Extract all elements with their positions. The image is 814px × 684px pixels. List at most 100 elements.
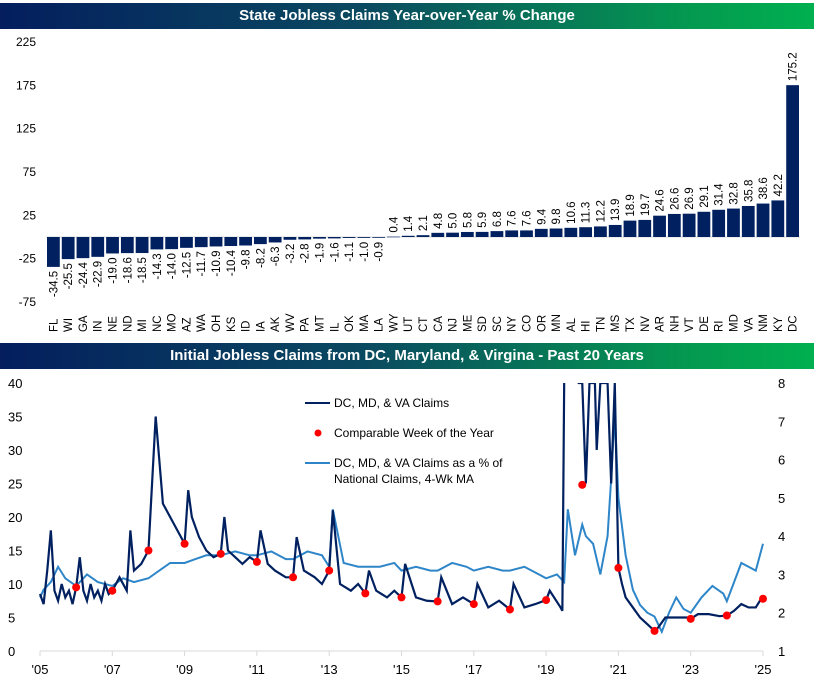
y-tick-label: 125 [16,122,36,136]
bar-chart: 225 175 125 75 25 -25 -75 -34.5 FL -25.5 WI -24.4 GA… [16,35,800,333]
data-label: -18.5 [137,257,149,283]
data-label: -1.6 [329,242,341,262]
data-label: 38.6 [758,177,770,199]
x-tick-label: MS [610,314,622,332]
top-chart-title: State Jobless Claims Year-over-Year % Ch… [0,3,814,29]
x-tick-label: AK [270,316,282,332]
data-label: 31.4 [714,183,726,206]
line-chart: 0 5 10 15 20 25 30 35 40 1 2 3 4 5 6 7 8 '05 '07 '09 '11 '13 '… [8,376,785,677]
x-tick-label: SD [477,316,489,332]
data-label: -3.2 [285,244,297,264]
x-tick-label: '05 [32,662,49,677]
x-tick-label: DC [788,315,800,332]
bar-TX [623,220,637,237]
x-tick-label: WY [388,313,400,332]
data-label: -22.9 [93,261,105,287]
data-label: -6.3 [270,246,282,266]
data-label: 5.0 [448,213,460,229]
x-tick-label: NV [640,316,652,332]
data-label: 2.1 [418,215,430,231]
comparable-week-dot [72,583,81,592]
comparable-week-dot [614,563,623,572]
data-label: -0.9 [374,242,386,262]
bar-OH [209,237,223,247]
data-label: 19.7 [640,194,652,216]
x-tick-label: RI [714,321,726,333]
data-label: 10.6 [566,201,578,223]
right-y-tick-label: 1 [778,644,785,659]
bar-NC [150,237,164,250]
data-label: -14.0 [167,253,179,279]
data-label: -24.4 [78,262,90,289]
bar-ND [120,237,134,254]
bar-HI [579,227,593,237]
data-label: 29.1 [699,185,711,207]
comparable-week-dot [542,596,551,605]
bar-MD [727,208,740,237]
bar-NH [667,213,681,237]
x-tick-label: ND [122,315,134,332]
data-label: 9.4 [536,208,548,225]
comparable-week-dot [180,539,189,548]
data-label: 18.9 [625,194,637,216]
x-tick-label: AR [655,316,667,332]
x-tick-label: MN [551,314,563,332]
bar-SD [475,231,489,237]
bar-IA [253,237,267,245]
left-y-tick-label: 40 [8,376,22,391]
data-label: -14.3 [152,253,164,279]
legend-dot-label: Comparable Week of the Year [334,426,494,440]
data-label: 26.6 [669,188,681,210]
comparable-week-dot [216,549,225,558]
x-tick-label: '09 [176,662,193,677]
bar-GA [76,237,90,259]
bar-KY [771,200,785,237]
data-label: 5.8 [462,212,474,228]
comparable-week-dot [686,614,695,623]
bar-IL [327,237,341,239]
data-label: -1.0 [359,242,371,262]
data-label: 26.9 [684,187,696,209]
right-y-tick-label: 8 [778,376,785,391]
bar-PA [298,237,312,240]
x-tick-label: DE [699,316,711,332]
y-tick-label: 175 [16,78,36,92]
left-y-tick-label: 35 [8,410,22,425]
bar-MA [357,237,371,238]
x-tick-label: ME [462,314,474,332]
data-label: 4.8 [433,213,445,229]
x-tick-label: IL [329,322,341,332]
left-y-tick-label: 5 [8,611,15,626]
data-label: 11.3 [581,202,593,224]
bar-DC [786,85,799,237]
x-tick-label: OK [344,315,356,332]
x-tick-label: IN [93,321,105,333]
bar-WI [61,237,75,260]
comparable-week-dot [144,546,153,555]
x-tick-label: CT [418,317,430,332]
right-y-tick-label: 5 [778,491,785,506]
right-y-tick-label: 3 [778,567,785,582]
comparable-week-dot [289,573,298,582]
bar-WA [194,237,208,248]
right-y-tick-label: 6 [778,453,785,468]
legend-pct-label-line2: National Claims, 4-Wk MA [334,472,474,486]
bar-WV [283,237,297,240]
bar-NV [638,219,652,237]
x-tick-label: KY [773,316,785,332]
bar-NE [106,237,119,254]
bar-CA [431,232,445,237]
x-tick-label: NY [507,316,519,332]
x-tick-label: '17 [465,662,482,677]
data-label: 7.6 [507,210,519,226]
data-label: 9.8 [551,209,563,225]
comparable-week-dot [578,480,587,489]
comparable-week-dot [252,557,261,566]
comparable-week-dot [722,611,731,620]
x-tick-label: WV [285,313,297,332]
data-label: -10.4 [226,249,238,276]
x-tick-label: '21 [610,662,627,677]
x-tick-label: NE [108,316,120,332]
bar-NJ [446,232,459,237]
x-tick-label: VT [684,317,696,332]
